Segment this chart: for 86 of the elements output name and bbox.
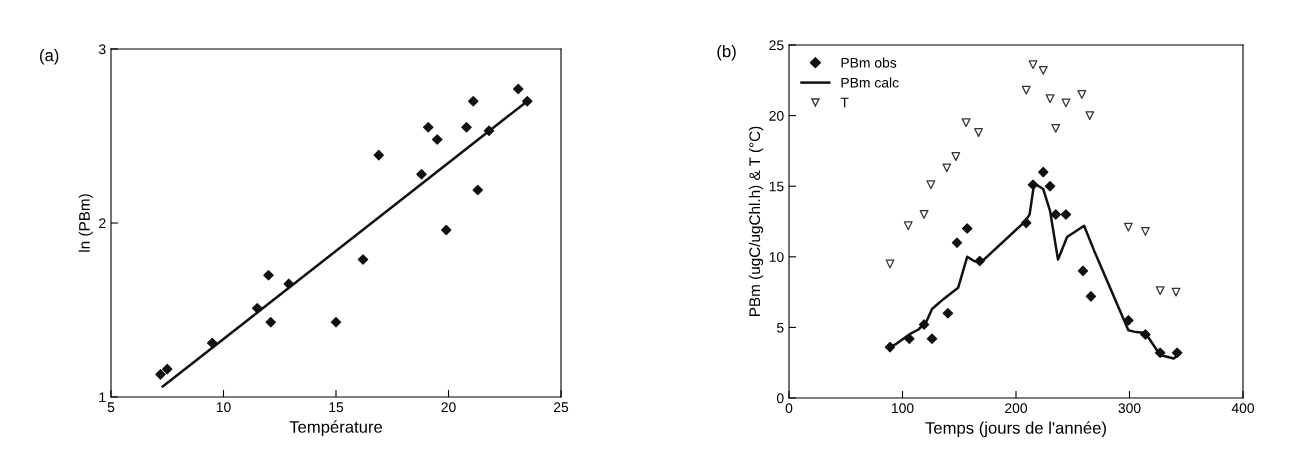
- point: [904, 333, 915, 344]
- text: (b): [717, 45, 736, 61]
- x-axis-title: Temps (jours de l'année): [925, 421, 1106, 438]
- x-tick-label: 25: [553, 402, 569, 413]
- point: [1140, 226, 1150, 236]
- legend-label: PBm calc: [841, 77, 899, 88]
- point: [1038, 166, 1049, 178]
- text: (a): [40, 49, 59, 65]
- point: [432, 134, 443, 145]
- point: [885, 259, 895, 269]
- point: [522, 95, 533, 107]
- point: [1171, 287, 1181, 297]
- point: [1085, 111, 1095, 121]
- x-tick-label: 400: [1231, 403, 1255, 414]
- point: [1171, 347, 1183, 359]
- point: [1045, 94, 1055, 104]
- point: [919, 210, 929, 219]
- y-tick-label: 25: [769, 40, 784, 51]
- x-tick-label: 200: [1005, 403, 1028, 414]
- point: [472, 184, 483, 196]
- point: [974, 255, 985, 267]
- x-tick-label: 5: [107, 402, 115, 413]
- y-axis-title: PBm (ugC/ugChl.h) & T (°C): [748, 126, 764, 316]
- point: [974, 128, 983, 137]
- point: [1060, 209, 1072, 220]
- x-axis-title: Température: [289, 420, 383, 437]
- point: [961, 223, 973, 234]
- x-tick-label: 300: [1118, 403, 1141, 414]
- point: [483, 125, 495, 137]
- point: [1021, 85, 1031, 95]
- legend-label: PBm obs: [841, 57, 897, 68]
- point: [1155, 286, 1165, 296]
- point: [162, 363, 173, 375]
- point: [1123, 315, 1134, 326]
- point: [1077, 265, 1089, 277]
- point: [961, 118, 971, 128]
- point: [951, 152, 961, 161]
- y-tick-label: 3: [98, 44, 106, 55]
- point: [330, 316, 342, 328]
- x-tick-label: 20: [441, 402, 456, 413]
- x-tick-label: 0: [785, 403, 793, 414]
- point: [1038, 65, 1048, 75]
- point: [1077, 89, 1087, 99]
- point: [926, 333, 938, 344]
- point: [513, 83, 524, 95]
- point: [468, 95, 479, 107]
- point: [1140, 329, 1151, 340]
- point: [1051, 123, 1061, 133]
- point: [1028, 60, 1038, 70]
- x-tick-label: 15: [329, 402, 344, 413]
- point: [926, 180, 936, 190]
- point: [884, 341, 896, 353]
- point: [283, 278, 294, 290]
- point: [942, 308, 954, 319]
- y-tick-label: 0: [776, 393, 784, 404]
- legend-label: T: [840, 97, 849, 108]
- point: [903, 221, 913, 231]
- point: [155, 369, 166, 380]
- point: [1044, 180, 1056, 192]
- point: [441, 224, 452, 236]
- y-axis-title: ln (PBm): [78, 194, 93, 252]
- point: [263, 269, 274, 281]
- point: [373, 149, 384, 161]
- point: [461, 122, 472, 133]
- point: [1020, 217, 1032, 229]
- point: [252, 303, 263, 314]
- point: [423, 122, 434, 133]
- point: [942, 163, 952, 173]
- x-tick-label: 100: [891, 403, 914, 414]
- y-tick-label: 1: [99, 392, 106, 403]
- point: [1123, 222, 1133, 232]
- point: [265, 316, 276, 328]
- y-tick-label: 15: [769, 181, 784, 192]
- point: [918, 319, 930, 330]
- x-tick-label: 10: [216, 402, 231, 413]
- point: [1061, 98, 1071, 108]
- point: [1154, 347, 1166, 359]
- point: [416, 169, 427, 180]
- y-tick-label: 2: [99, 218, 106, 229]
- y-tick-label: 5: [776, 322, 784, 333]
- y-tick-label: 20: [769, 110, 784, 121]
- y-tick-label: 10: [769, 252, 784, 262]
- point: [951, 237, 963, 248]
- point: [1050, 209, 1061, 220]
- point: [357, 254, 369, 265]
- point: [1085, 291, 1097, 302]
